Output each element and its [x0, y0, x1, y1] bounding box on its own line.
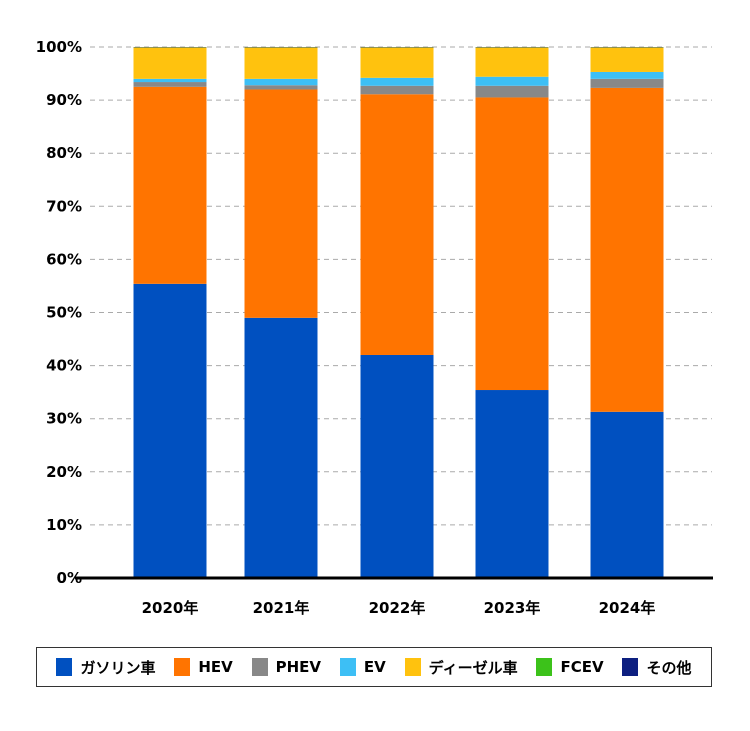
y-tick-label: 0% [57, 569, 82, 587]
legend-label: その他 [646, 658, 692, 677]
y-tick-label: 20% [46, 463, 82, 481]
legend-label: HEV [198, 658, 233, 676]
bar-segment [360, 47, 434, 78]
bar-segment [133, 47, 207, 79]
x-tick-label: 2022年 [369, 599, 426, 617]
y-tick-label: 100% [36, 38, 82, 56]
bar-segment [244, 317, 318, 578]
legend-swatch [339, 658, 356, 676]
bar-segment [590, 47, 664, 72]
bar-segment [360, 94, 434, 355]
legend-label: FCEV [560, 658, 604, 676]
legend: ガソリン車 HEV PHEV EV ディーゼル車 FCEV その他 [36, 647, 712, 687]
y-tick-label: 70% [46, 197, 82, 215]
x-tick-label: 2024年 [599, 599, 656, 617]
bar-segment [590, 87, 664, 412]
bar-segment [360, 77, 434, 86]
legend-item: ディーゼル車 [404, 657, 518, 678]
legend-swatch [622, 658, 639, 676]
legend-item: ガソリン車 [56, 657, 155, 678]
bar-segment [475, 85, 549, 98]
bar-segment [244, 89, 318, 318]
y-tick-label: 60% [46, 250, 82, 268]
legend-swatch [536, 658, 553, 676]
legend-swatch [251, 658, 268, 676]
legend-item: その他 [622, 657, 691, 678]
y-tick-label: 50% [46, 304, 82, 322]
bar-segment [133, 78, 207, 83]
legend-label: PHEV [275, 658, 322, 676]
legend-label: ガソリン車 [80, 658, 156, 677]
legend-item: EV [339, 658, 386, 676]
legend-label: EV [363, 658, 386, 676]
bar-segment [133, 82, 207, 87]
legend-swatch [404, 658, 421, 676]
legend-item: HEV [174, 658, 233, 676]
bar-segment [475, 76, 549, 86]
bar-segment [360, 85, 434, 95]
y-tick-label: 10% [46, 516, 82, 534]
y-tick-label: 80% [46, 144, 82, 162]
bar-segment [475, 97, 549, 391]
y-tick-label: 40% [46, 357, 82, 375]
bar-segment [475, 390, 549, 578]
bar-segment [590, 78, 664, 88]
bar-segment [590, 71, 664, 79]
bar-segment [244, 78, 318, 86]
legend-label: ディーゼル車 [428, 658, 518, 677]
y-tick-label: 30% [46, 410, 82, 428]
bar-segment [590, 411, 664, 578]
bar-segment [244, 47, 318, 79]
legend-swatch [174, 658, 191, 676]
legend-swatch [56, 658, 73, 676]
y-tick-label: 90% [46, 91, 82, 109]
legend-item: FCEV [536, 658, 604, 676]
bar-segment [133, 283, 207, 578]
bar-segment [133, 86, 207, 284]
bar-segment [244, 85, 318, 90]
stacked-bar-chart: 0% 10% 20% 30% 40% 50% 60% 70% 80% 90% 100% 2020年 20… [36, 38, 713, 617]
x-tick-label: 2023年 [484, 599, 541, 617]
x-tick-label: 2021年 [253, 599, 310, 617]
legend-item: PHEV [251, 658, 322, 676]
bar-segment [475, 47, 549, 77]
x-tick-label: 2020年 [142, 599, 199, 617]
bar-segment [360, 354, 434, 578]
